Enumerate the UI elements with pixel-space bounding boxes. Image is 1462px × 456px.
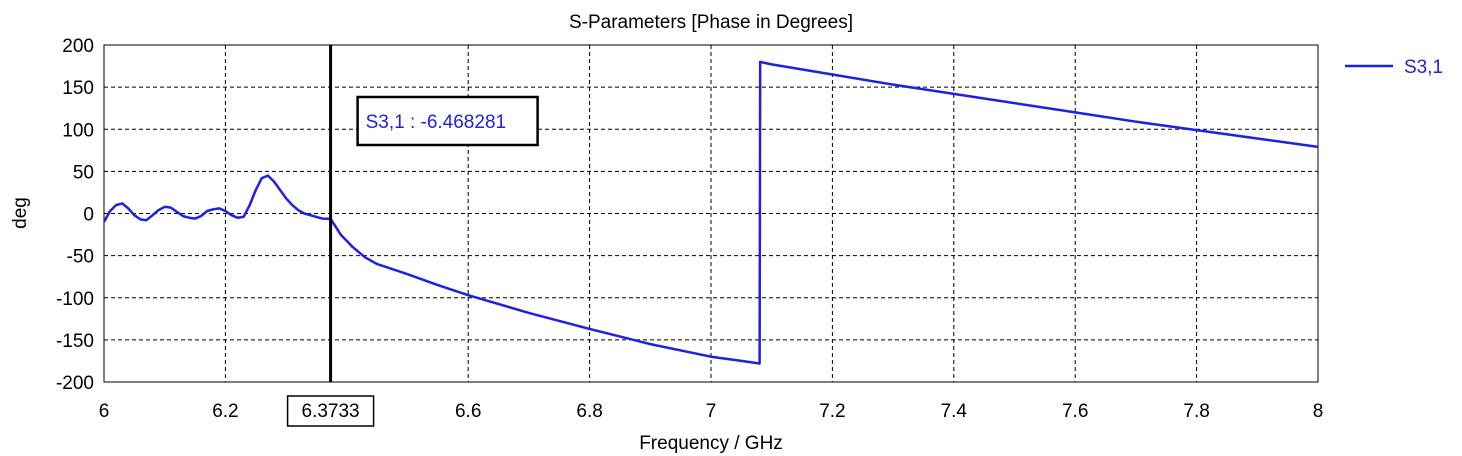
y-tick-label: -100 [56,289,94,310]
marker-readout-box [356,95,539,147]
legend-label-s31: S3,1 [1404,57,1443,78]
series-layer [102,60,1319,365]
y-axis-label: deg [10,197,31,229]
x-tick-label: 7.6 [1062,401,1088,422]
x-tick-label: 8 [1313,401,1324,422]
x-tick-label: 7.2 [819,401,845,422]
x-tick-label: 7.8 [1183,401,1209,422]
marker-readout-label: S3,1 : -6.468281 [366,112,507,133]
marker-readout: S3,1 : -6.468281 [356,95,539,147]
x-tick-label: 6.2 [212,401,238,422]
y-tick-label: 100 [62,120,94,141]
y-tick-label: -50 [67,247,94,268]
y-tick-label: -200 [56,373,94,394]
y-tick-label: 200 [62,36,94,57]
chart-title: S-Parameters [Phase in Degrees] [569,12,853,33]
x-tick-label: 7.4 [941,401,968,422]
x-axis-label: Frequency / GHz [639,433,783,454]
x-tick-label: 6.8 [576,401,602,422]
y-tick-label: 50 [73,162,94,183]
legend[interactable]: S3,1 [1345,57,1443,78]
plot-area [103,44,1319,383]
y-tick-label: -150 [56,331,94,352]
x-tick-labels: 6 6.2 6.6 6.8 7 7.2 7.4 7.6 7.8 8 [99,401,1324,422]
x-tick-label: 6.6 [455,401,481,422]
grid-lines [104,45,1318,382]
marker-x-box [286,395,375,427]
marker-x-readout: 6.3733 [286,395,375,427]
marker-x-label: 6.3733 [302,401,360,422]
y-tick-labels: 200 150 100 50 0 -50 -100 -150 -200 [56,36,94,394]
series-line-s31 [102,60,1319,365]
y-tick-label: 150 [62,78,94,99]
y-tick-label: 0 [83,205,94,226]
x-tick-label: 6 [99,401,110,422]
x-tick-label: 7 [706,401,717,422]
